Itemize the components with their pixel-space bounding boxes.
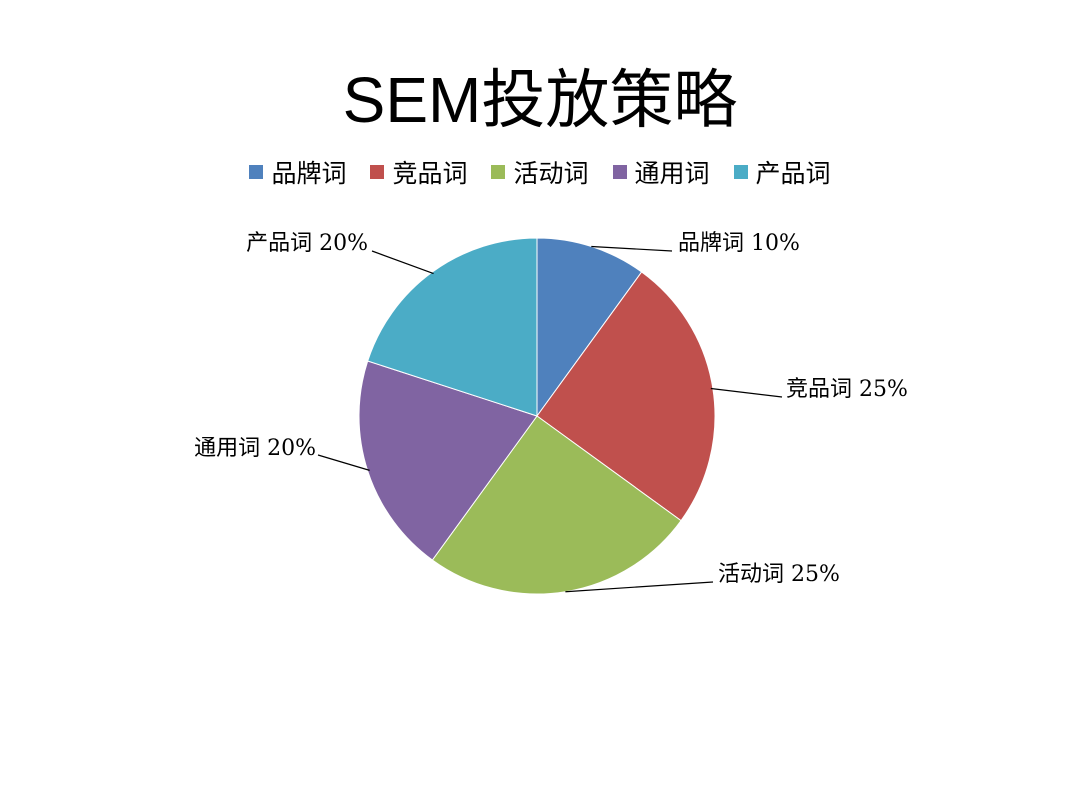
legend-label-competitor: 竞品词 <box>392 159 468 188</box>
legend-swatch-competitor <box>370 165 385 179</box>
data-label-product: 产品词 20% <box>246 231 368 256</box>
legend-item-generic: 通用词 <box>612 154 710 190</box>
leader-line-generic <box>317 454 370 471</box>
leader-line-product <box>371 250 434 275</box>
data-label-campaign: 活动词 25% <box>718 562 840 587</box>
legend-label-campaign: 活动词 <box>513 159 589 188</box>
chart-title: SEM投放策略 <box>342 64 738 136</box>
legend-swatch-brand <box>249 165 264 179</box>
legend-item-product: 产品词 <box>733 154 831 190</box>
data-label-generic: 通用词 20% <box>194 436 316 461</box>
pie-slice-generic <box>358 360 538 561</box>
leader-line-competitor <box>710 387 783 398</box>
legend-label-brand: 品牌词 <box>271 159 347 188</box>
legend-swatch-campaign <box>491 165 506 179</box>
leader-line-brand <box>591 245 673 252</box>
pie-slice-product <box>367 237 538 417</box>
legend-item-campaign: 活动词 <box>491 154 589 190</box>
data-label-brand: 品牌词 10% <box>678 231 800 256</box>
chart-legend: 品牌词 竞品词 活动词 通用词 产品词 <box>0 152 1080 192</box>
data-label-competitor: 竞品词 25% <box>786 377 908 402</box>
legend-label-generic: 通用词 <box>634 159 710 188</box>
leader-line-campaign <box>565 581 714 593</box>
legend-swatch-product <box>733 165 748 179</box>
pie-slice-campaign <box>431 415 682 595</box>
legend-item-competitor: 竞品词 <box>370 154 467 190</box>
legend-item-brand: 品牌词 <box>249 154 346 190</box>
legend-label-product: 产品词 <box>755 159 831 188</box>
legend-swatch-generic <box>612 165 627 179</box>
